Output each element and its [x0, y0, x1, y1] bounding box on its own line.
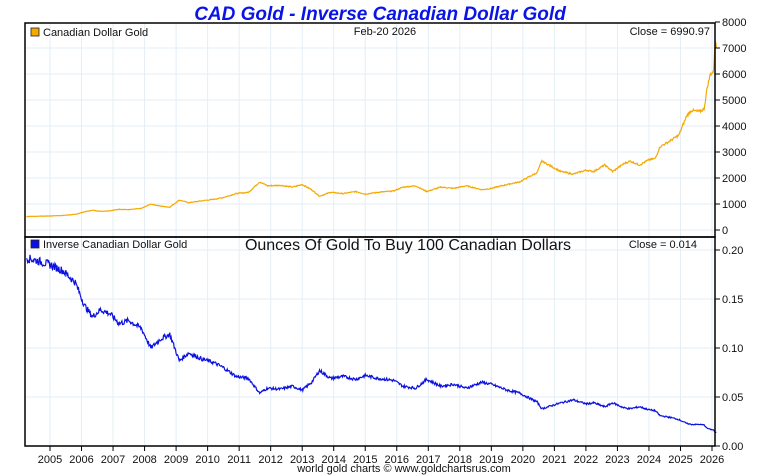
x-tick-label: 2012	[258, 454, 282, 466]
bottom-panel-grid	[25, 237, 715, 446]
legend-label-inverse-canadian-dollar-gold: Inverse Canadian Dollar Gold	[43, 239, 187, 251]
y-tick-label: 5000	[722, 95, 746, 107]
y-tick-label: 0.05	[722, 392, 743, 404]
legend-label-canadian-dollar-gold: Canadian Dollar Gold	[43, 27, 148, 39]
x-tick-label: 2018	[448, 454, 472, 466]
y-tick-label: 0	[722, 225, 728, 237]
x-axis: 2005 2006 2007 2008 2009 2010 2011 2012 2013 2014…	[38, 446, 724, 466]
x-tick-label: 2017	[416, 454, 440, 466]
x-tick-label: 2014	[321, 454, 345, 466]
x-tick-label: 2020	[511, 454, 535, 466]
x-tick-label: 2007	[101, 454, 125, 466]
bottom-y-axis: 0.00 0.05 0.10 0.15 0.20	[715, 245, 743, 453]
top-y-axis: 0 1000 2000 3000 4000 5000 6000 7000 8000	[715, 17, 746, 237]
x-tick-label: 2019	[479, 454, 503, 466]
y-tick-label: 3000	[722, 147, 746, 159]
x-tick-label: 2011	[227, 454, 251, 466]
x-tick-label: 2026	[700, 454, 724, 466]
y-tick-label: 4000	[722, 121, 746, 133]
close-label-top: Close = 6990.97	[630, 26, 710, 38]
x-tick-label: 2016	[385, 454, 409, 466]
x-tick-label: 2025	[668, 454, 692, 466]
close-label-bottom: Close = 0.014	[629, 239, 697, 251]
y-tick-label: 0.20	[722, 245, 743, 257]
x-tick-label: 2008	[132, 454, 156, 466]
x-tick-label: 2010	[195, 454, 219, 466]
y-tick-label: 0.15	[722, 294, 743, 306]
x-tick-label: 2006	[69, 454, 93, 466]
footer-credit: world gold charts © www.goldchartsrus.co…	[296, 463, 511, 475]
date-label: Feb-20 2026	[354, 26, 416, 38]
y-tick-label: 0.00	[722, 441, 743, 453]
top-panel-grid	[25, 23, 715, 237]
x-tick-label: 2023	[605, 454, 629, 466]
bottom-panel-subtitle: Ounces Of Gold To Buy 100 Canadian Dolla…	[245, 237, 571, 254]
y-tick-label: 6000	[722, 69, 746, 81]
legend-swatch-canadian-dollar-gold	[30, 27, 40, 37]
bottom-panel-frame	[24, 236, 716, 447]
y-tick-label: 1000	[722, 199, 746, 211]
x-tick-label: 2013	[290, 454, 314, 466]
y-tick-label: 8000	[722, 17, 746, 29]
x-tick-label: 2021	[542, 454, 566, 466]
x-tick-label: 2022	[574, 454, 598, 466]
y-tick-label: 0.10	[722, 343, 743, 355]
inverse-canadian-dollar-gold-line	[26, 254, 717, 434]
x-tick-label: 2024	[637, 454, 661, 466]
x-tick-label: 2005	[38, 454, 62, 466]
top-panel-frame	[24, 22, 716, 238]
chart-title: CAD Gold - Inverse Canadian Dollar Gold	[194, 4, 566, 25]
x-tick-label: 2009	[164, 454, 188, 466]
y-tick-label: 2000	[722, 173, 746, 185]
canadian-dollar-gold-line	[26, 40, 717, 218]
legend-swatch-inverse-canadian-dollar-gold	[30, 239, 40, 249]
y-tick-label: 7000	[722, 43, 746, 55]
x-tick-label: 2015	[353, 454, 377, 466]
